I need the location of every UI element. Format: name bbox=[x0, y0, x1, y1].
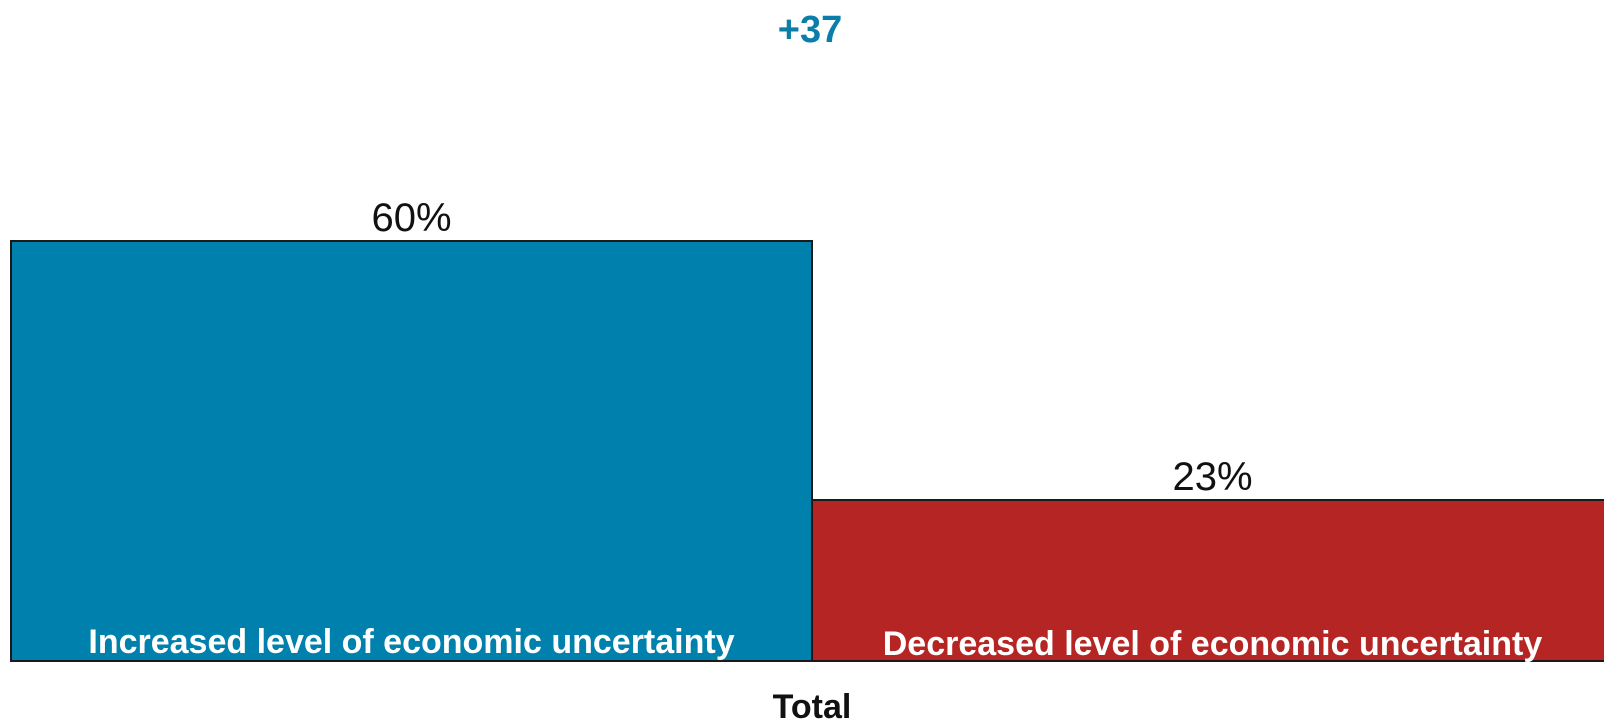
bar-decreased bbox=[811, 499, 1604, 662]
bar-increased bbox=[10, 240, 813, 662]
x-category-label: Total bbox=[773, 688, 852, 720]
value-label-increased: 60% bbox=[371, 196, 451, 240]
series-label-increased: Increased level of economic uncertainty bbox=[88, 623, 734, 661]
series-label-decreased: Decreased level of economic uncertainty bbox=[883, 625, 1543, 663]
value-label-decreased: 23% bbox=[1172, 455, 1252, 499]
bars-group: 60% Increased level of economic uncertain… bbox=[10, 196, 1604, 663]
net-difference-label: +37 bbox=[778, 9, 842, 51]
